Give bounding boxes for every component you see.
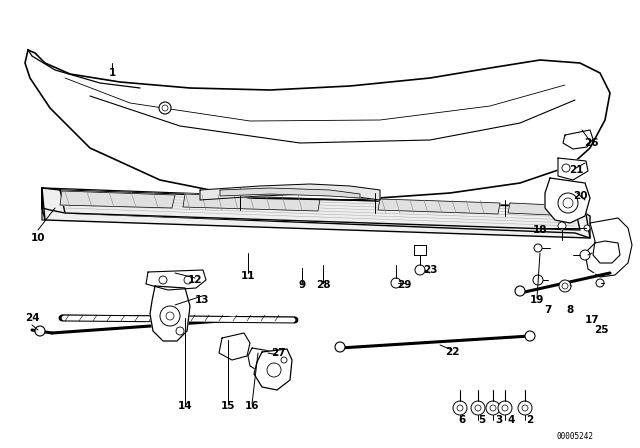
Text: 27: 27 — [271, 348, 285, 358]
Text: 2: 2 — [526, 415, 534, 425]
Circle shape — [415, 265, 425, 275]
Circle shape — [558, 193, 578, 213]
Polygon shape — [585, 218, 632, 277]
Circle shape — [518, 401, 532, 415]
Circle shape — [525, 331, 535, 341]
Text: 1: 1 — [108, 68, 116, 78]
Polygon shape — [146, 270, 206, 290]
Text: 25: 25 — [594, 325, 608, 335]
Text: 6: 6 — [458, 415, 466, 425]
Polygon shape — [558, 158, 588, 180]
Circle shape — [176, 327, 184, 335]
Text: 7: 7 — [544, 305, 552, 315]
Polygon shape — [414, 245, 426, 255]
Polygon shape — [60, 191, 175, 208]
Circle shape — [596, 279, 604, 287]
Circle shape — [453, 401, 467, 415]
Circle shape — [498, 401, 512, 415]
Circle shape — [166, 312, 174, 320]
Text: 11: 11 — [241, 271, 255, 281]
Circle shape — [391, 278, 401, 288]
Polygon shape — [25, 50, 610, 200]
Circle shape — [471, 401, 485, 415]
Text: 24: 24 — [25, 313, 39, 323]
Polygon shape — [254, 349, 292, 390]
Circle shape — [562, 283, 568, 289]
Polygon shape — [42, 188, 590, 238]
Circle shape — [281, 357, 287, 363]
Circle shape — [475, 405, 481, 411]
Circle shape — [267, 363, 281, 377]
Text: 21: 21 — [569, 165, 583, 175]
Text: 19: 19 — [530, 295, 544, 305]
Polygon shape — [60, 190, 580, 230]
Circle shape — [160, 306, 180, 326]
Circle shape — [562, 164, 570, 172]
Text: 14: 14 — [178, 401, 192, 411]
Circle shape — [184, 276, 192, 284]
Text: 22: 22 — [445, 347, 460, 357]
Circle shape — [159, 276, 167, 284]
Circle shape — [515, 286, 525, 296]
Polygon shape — [248, 348, 272, 372]
Text: 13: 13 — [195, 295, 209, 305]
Polygon shape — [563, 130, 593, 149]
Circle shape — [563, 198, 573, 208]
Circle shape — [534, 244, 542, 252]
Polygon shape — [200, 184, 380, 200]
Polygon shape — [508, 203, 575, 216]
Text: 3: 3 — [495, 415, 502, 425]
Text: 15: 15 — [221, 401, 236, 411]
Polygon shape — [220, 188, 360, 198]
Text: 18: 18 — [532, 225, 547, 235]
Polygon shape — [545, 178, 590, 223]
Text: 5: 5 — [478, 415, 486, 425]
Text: 9: 9 — [298, 280, 305, 290]
Polygon shape — [378, 199, 500, 214]
Polygon shape — [150, 286, 190, 341]
Text: 4: 4 — [508, 415, 515, 425]
Circle shape — [580, 250, 590, 260]
Text: 20: 20 — [573, 191, 588, 201]
Circle shape — [522, 405, 528, 411]
Text: 10: 10 — [31, 233, 45, 243]
Circle shape — [335, 342, 345, 352]
Text: 00005242: 00005242 — [557, 431, 593, 440]
Text: 8: 8 — [566, 305, 573, 315]
Text: 17: 17 — [585, 315, 599, 325]
Circle shape — [159, 102, 171, 114]
Circle shape — [533, 275, 543, 285]
Circle shape — [486, 401, 500, 415]
Circle shape — [558, 222, 566, 230]
Polygon shape — [219, 333, 250, 360]
Polygon shape — [42, 188, 590, 238]
Circle shape — [35, 326, 45, 336]
Polygon shape — [183, 194, 320, 211]
Polygon shape — [42, 188, 45, 220]
Text: 12: 12 — [188, 275, 202, 285]
Circle shape — [584, 225, 590, 231]
Circle shape — [502, 405, 508, 411]
Text: 23: 23 — [423, 265, 437, 275]
Circle shape — [162, 105, 168, 111]
Text: 28: 28 — [316, 280, 330, 290]
Circle shape — [457, 405, 463, 411]
Text: 29: 29 — [397, 280, 411, 290]
Circle shape — [490, 405, 496, 411]
Text: 26: 26 — [584, 138, 598, 148]
Text: 16: 16 — [244, 401, 259, 411]
Circle shape — [559, 280, 571, 292]
